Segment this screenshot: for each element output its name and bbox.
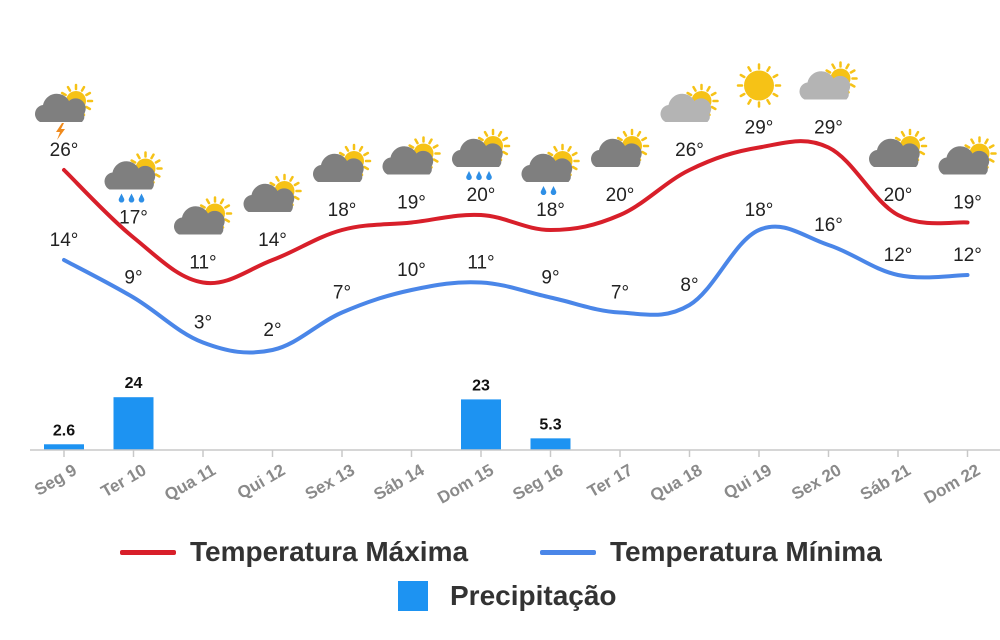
precip-bar [113,397,154,450]
legend: Temperatura Máxima Temperatura Mínima Pr… [0,528,1000,628]
precip-label: 24 [125,375,143,392]
max-temp-label: 20° [884,185,913,206]
x-tick-label: Dom 15 [434,460,497,507]
rain-partly-cloudy-icon [452,128,511,181]
x-tick-label: Qui 12 [234,460,289,502]
legend-item-max: Temperatura Máxima [120,536,468,568]
x-tick-label: Ter 17 [584,460,636,501]
precip-label: 2.6 [53,422,75,439]
partly-cloudy-icon [243,173,302,212]
min-temp-label: 2° [263,320,281,341]
x-tick-label: Qui 19 [720,460,775,502]
precip-label: 23 [472,377,490,394]
min-temp-label: 14° [50,230,79,251]
partly-cloudy-icon [382,136,441,175]
min-temp-label: 18° [745,200,774,221]
legend-label-precip: Precipitação [450,580,617,611]
x-tick-label: Ter 10 [98,460,150,501]
precip-bar [461,399,501,450]
max-temp-label: 26° [675,140,704,161]
x-tick-label: Sáb 14 [371,460,428,504]
max-temp-label: 14° [258,230,287,251]
max-temp-label: 20° [467,185,496,206]
rain-partly-cloudy-icon [104,151,163,203]
min-temp-label: 7° [333,283,351,304]
x-tick-label: Sex 13 [302,460,358,503]
weather-chart: 26° 17° 11° 14° 18° 19° 20° 18° 20° 26° 29° 29° 20° 1… [30,61,1000,508]
storm-partly-cloudy-icon [35,83,94,140]
precip-label: 5.3 [539,416,561,433]
min-temp-label: 9° [124,268,142,289]
max-temp-label: 29° [814,118,843,139]
partly-cloudy-icon [313,143,372,182]
min-temp-label: 9° [541,268,559,289]
partly-cloudy-icon [591,128,650,167]
min-temp-label: 12° [884,245,913,266]
max-temp-label: 19° [953,193,982,214]
legend-item-precip: Precipitação [398,580,617,612]
x-tick-label: Dom 22 [921,460,984,507]
sun-icon [736,63,782,108]
min-temp-line [62,224,970,355]
max-temp-line [62,139,970,286]
min-temp-label: 11° [467,253,494,274]
max-temp-label: 29° [745,118,774,139]
partly-cloudy-icon [869,128,928,167]
partly-cloudy-light-icon [660,83,719,122]
min-temp-label: 8° [680,275,698,296]
x-tick-label: Qua 18 [647,460,706,505]
x-tick-label: Sex 20 [788,460,844,503]
min-temp-label: 3° [194,313,212,334]
rain-partly-cloudy-icon [521,143,580,196]
partly-cloudy-icon [174,196,233,235]
legend-label-min: Temperatura Mínima [610,536,882,567]
x-tick-label: Seg 16 [510,460,567,504]
max-temp-label: 18° [328,200,357,221]
max-temp-label: 17° [119,208,148,229]
max-temp-label: 26° [50,140,79,161]
x-tick-label: Sáb 21 [857,460,914,504]
precip-bar [530,438,571,450]
partly-cloudy-light-icon [799,61,858,100]
partly-cloudy-icon [938,136,997,175]
legend-item-min: Temperatura Mínima [540,536,882,568]
min-temp-label: 12° [953,245,982,266]
legend-label-max: Temperatura Máxima [190,536,469,567]
x-tick-label: Seg 9 [31,460,80,499]
legend-swatch-min [540,549,596,555]
max-temp-label: 18° [536,200,565,221]
legend-swatch-precip [398,581,428,611]
max-temp-label: 20° [606,185,635,206]
max-temp-label: 19° [397,193,426,214]
min-temp-label: 7° [611,283,629,304]
precip-bar [44,444,84,450]
max-temp-label: 11° [189,253,216,274]
x-tick-label: Qua 11 [161,460,219,504]
min-temp-label: 16° [814,215,843,236]
legend-swatch-max [120,549,176,555]
min-temp-label: 10° [397,260,426,281]
